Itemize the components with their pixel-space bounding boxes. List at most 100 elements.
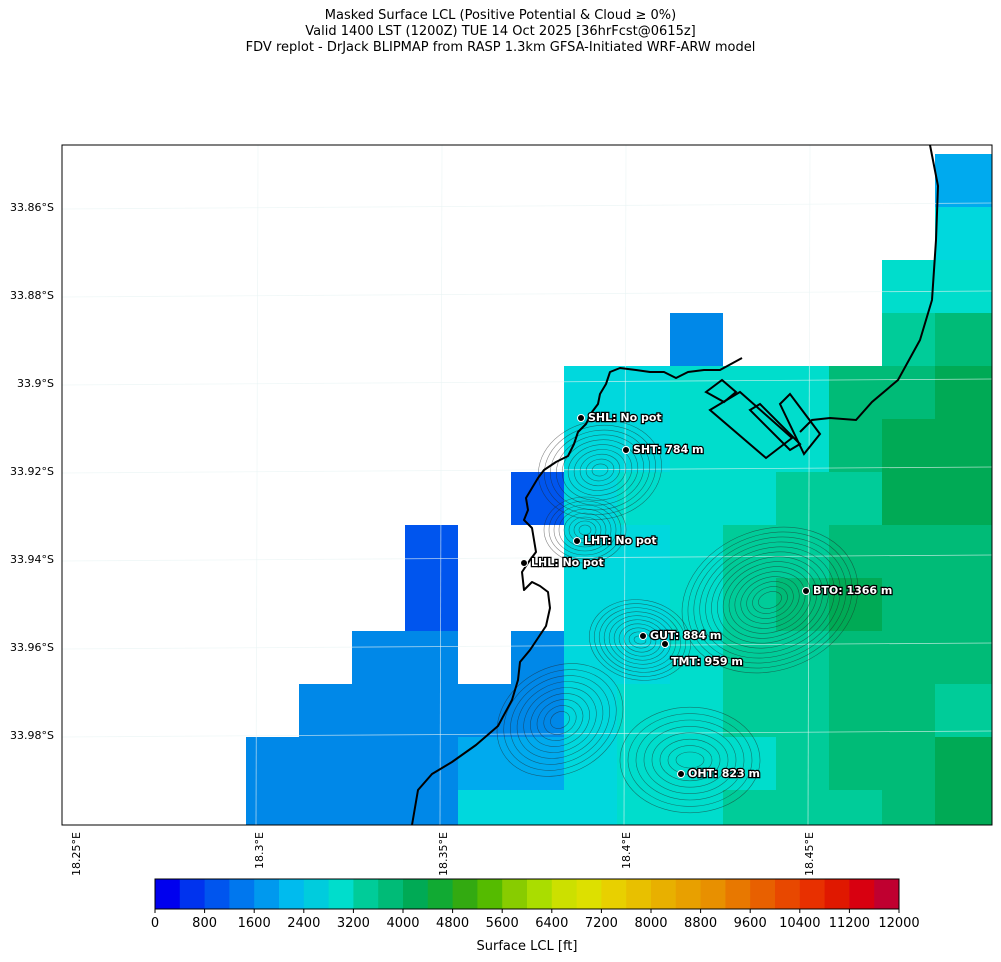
contour-line	[705, 546, 835, 654]
colorbar-swatch	[303, 879, 329, 909]
lon-tick-label: 18.3°E	[253, 832, 266, 869]
contour-line	[593, 603, 687, 677]
lcl-cell	[882, 684, 935, 737]
lcl-cell	[458, 737, 511, 790]
contour-line	[553, 504, 617, 556]
graticule-parallel	[62, 642, 992, 650]
station-dot	[622, 446, 630, 454]
colorbar-tick-label: 10400	[779, 916, 820, 931]
lcl-cell	[776, 737, 829, 790]
graticule-parallel	[62, 290, 992, 298]
lcl-cell	[405, 684, 458, 737]
colorbar-swatch	[427, 879, 453, 909]
contour-line	[635, 719, 745, 801]
contour-line	[627, 713, 753, 807]
lat-tick-label: 33.92°S	[10, 465, 54, 478]
map-title-line-2: Valid 1400 LST (1200Z) TUE 14 Oct 2025 […	[305, 24, 696, 39]
contour-line	[549, 429, 651, 511]
lat-tick-label: 33.94°S	[10, 553, 54, 566]
lat-axis: 33.86°S 33.88°S 33.9°S 33.92°S 33.94°S 3…	[10, 201, 54, 742]
contour-line	[516, 681, 604, 759]
contour-line	[523, 687, 597, 753]
lcl-cell	[882, 472, 935, 525]
lcl-cell	[829, 419, 882, 472]
colorbar-tick-label: 8800	[684, 916, 717, 931]
map-title-line-1: Masked Surface LCL (Positive Potential &…	[324, 8, 677, 23]
contour-line	[503, 669, 617, 771]
graticule	[62, 145, 992, 825]
lat-tick-label: 33.96°S	[10, 641, 54, 654]
contour-line	[536, 699, 584, 741]
colorbar-swatch	[750, 879, 776, 909]
graticule-parallel	[62, 554, 992, 562]
lcl-cell	[935, 578, 992, 631]
lcl-cell	[670, 419, 723, 472]
colorbar-tick-label: 9600	[734, 916, 767, 931]
contour-line	[758, 591, 782, 609]
colorbar-swatch	[775, 879, 801, 909]
lcl-cell	[352, 737, 405, 790]
colorbar-swatch	[403, 879, 429, 909]
contour-line	[746, 581, 794, 619]
lcl-cell	[405, 525, 458, 578]
contour-line	[567, 444, 633, 496]
contour-line	[544, 424, 656, 516]
colorbar-swatch	[551, 879, 577, 909]
contour-line	[538, 420, 662, 520]
lcl-cell	[564, 631, 617, 684]
lcl-cell	[882, 631, 935, 684]
lcl-cell	[882, 525, 935, 578]
contour-line	[618, 623, 662, 657]
station-label: TMT: 959 m	[671, 655, 743, 668]
lcl-cell	[829, 790, 882, 825]
colorbar: 0 800 1600 2400 3200 4000 4800 5600 6400 7200 8000…	[151, 878, 920, 954]
lon-tick-label: 18.45°E	[803, 832, 816, 876]
graticule-meridian	[439, 145, 443, 825]
harbour-breakwater	[778, 392, 822, 456]
colorbar-tick-label: 4800	[436, 916, 469, 931]
lcl-cell	[723, 472, 776, 525]
map-frame	[61, 144, 993, 826]
colorbar-ticks: 0 800 1600 2400 3200 4000 4800 5600 6400 7200 8000…	[151, 909, 920, 931]
lcl-cell	[935, 525, 992, 578]
contour-line	[558, 508, 612, 552]
lcl-cell	[617, 684, 670, 737]
lcl-cell	[405, 578, 458, 631]
map-panel: SHL: No pot SHT: 784 m LHT: No pot LHL: No …	[62, 145, 992, 825]
lcl-cell	[458, 790, 511, 825]
lat-tick-label: 33.88°S	[10, 289, 54, 302]
contour-line	[568, 516, 602, 544]
lcl-cell	[935, 207, 992, 260]
lcl-cell	[670, 578, 723, 631]
lcl-cell	[935, 790, 992, 825]
lcl-cell	[352, 790, 405, 825]
colorbar-swatch	[328, 879, 354, 909]
contour-line	[496, 663, 624, 777]
station-dot	[520, 559, 528, 567]
contour-line	[659, 738, 721, 782]
lcl-cell	[723, 790, 776, 825]
lcl-cell	[882, 313, 935, 366]
lcl-cell	[935, 313, 992, 366]
contour-line	[619, 706, 761, 814]
colorbar-swatch	[849, 879, 875, 909]
station-sht: SHT: 784 m	[622, 442, 705, 457]
station-dot	[639, 632, 647, 640]
lcl-cell	[882, 419, 935, 472]
colorbar-swatch	[601, 879, 627, 909]
colorbar-tick-label: 3200	[337, 916, 370, 931]
lcl-cell	[935, 154, 992, 207]
lat-tick-label: 33.9°S	[17, 377, 54, 390]
station-label: LHT: No pot	[584, 534, 657, 547]
lcl-cell	[935, 260, 992, 313]
lcl-cell	[670, 737, 723, 790]
contour-line	[711, 551, 829, 649]
lcl-cell	[935, 419, 992, 472]
station-markers: SHL: No pot SHT: 784 m LHT: No pot LHL: No …	[520, 410, 894, 781]
lcl-cell	[564, 684, 617, 737]
colorbar-tick-label: 8000	[634, 916, 667, 931]
lcl-cell	[299, 790, 352, 825]
lon-tick-label: 18.4°E	[620, 832, 633, 869]
lcl-cell	[352, 631, 405, 684]
